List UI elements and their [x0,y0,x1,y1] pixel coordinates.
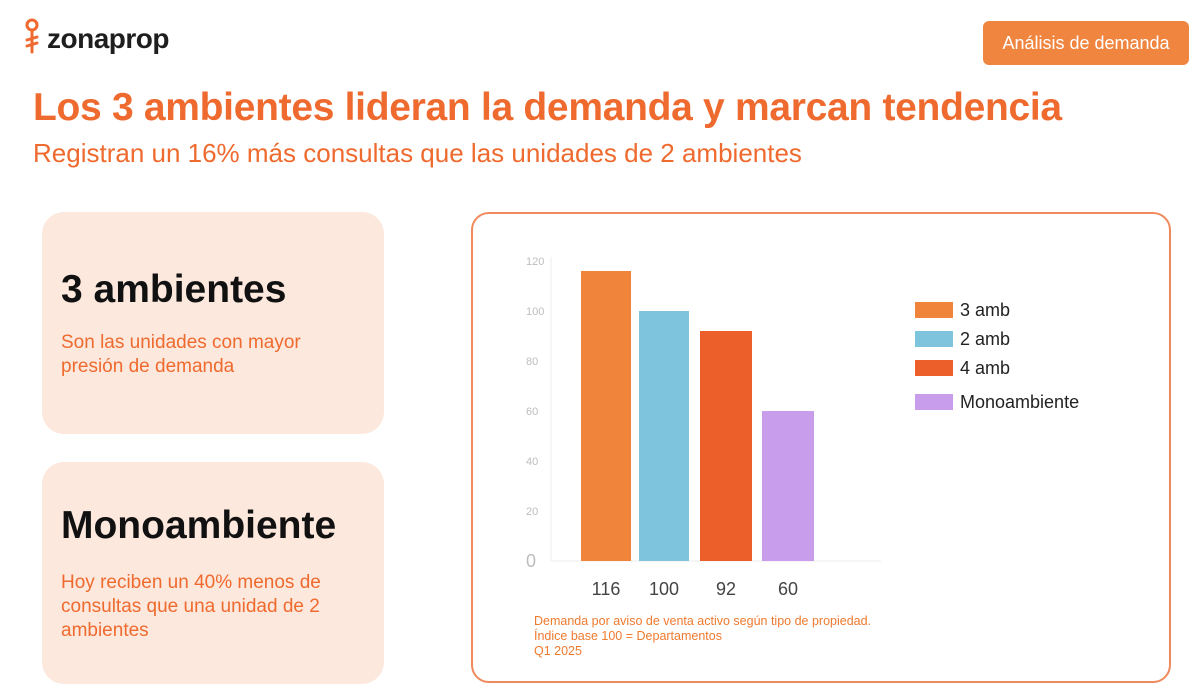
y-tick-label: 60 [526,406,538,418]
bar-monoambiente [762,411,814,561]
logo-text: zonaprop [47,23,170,54]
chart-note-line: Q1 2025 [534,644,582,658]
card-title: Monoambiente [61,504,337,547]
location-pin-icon [25,18,39,54]
card-monoambiente: Monoambiente Hoy reciben un 40% menos de… [42,462,384,684]
legend-label: 2 amb [960,329,1010,349]
y-tick-label: 120 [526,256,544,268]
legend-swatch [915,360,953,376]
chart-note-line: Demanda por aviso de venta activo según … [534,614,872,628]
page-subheadline: Registran un 16% más consultas que las u… [33,138,802,168]
y-tick-label: 100 [526,306,544,318]
chart-panel: 0 20 40 60 80 100 120 116 100 92 60 3 amb 2 amb 4 amb… [471,212,1171,683]
bar-3-amb [581,271,631,561]
chart-note-line: Índice base 100 = Departamentos [534,629,722,643]
legend-label: 3 amb [960,300,1010,320]
bar-4-amb [700,331,752,561]
card-3-ambientes: 3 ambientes Son las unidades con mayor p… [42,212,384,434]
legend-swatch [915,331,953,347]
legend-label: 4 amb [960,358,1010,378]
bar-value-label: 92 [716,579,736,599]
card-text: Hoy reciben un 40% menos de consultas qu… [61,572,321,641]
bar-2-amb [639,311,689,561]
bar-value-label: 100 [649,579,679,599]
zonaprop-logo: zonaprop [24,18,170,56]
chart-note: Demanda por aviso de venta activo según … [534,614,954,659]
bar-value-label: 116 [592,579,621,599]
legend-swatch [915,394,953,410]
card-title: 3 ambientes [61,268,287,311]
legend-label: Monoambiente [960,392,1079,412]
y-tick-label: 40 [526,456,538,468]
y-tick-label: 0 [526,551,536,571]
legend-swatch [915,302,953,318]
y-tick-label: 20 [526,506,538,518]
page-headline: Los 3 ambientes lideran la demanda y mar… [33,86,1062,129]
y-tick-label: 80 [526,356,538,368]
analisis-demanda-tag: Análisis de demanda [983,21,1189,65]
bar-value-label: 60 [778,579,798,599]
card-text: Son las unidades con mayor presión de de… [61,332,301,377]
bar-chart: 0 20 40 60 80 100 120 116 100 92 60 3 amb 2 amb 4 amb… [526,256,1079,599]
